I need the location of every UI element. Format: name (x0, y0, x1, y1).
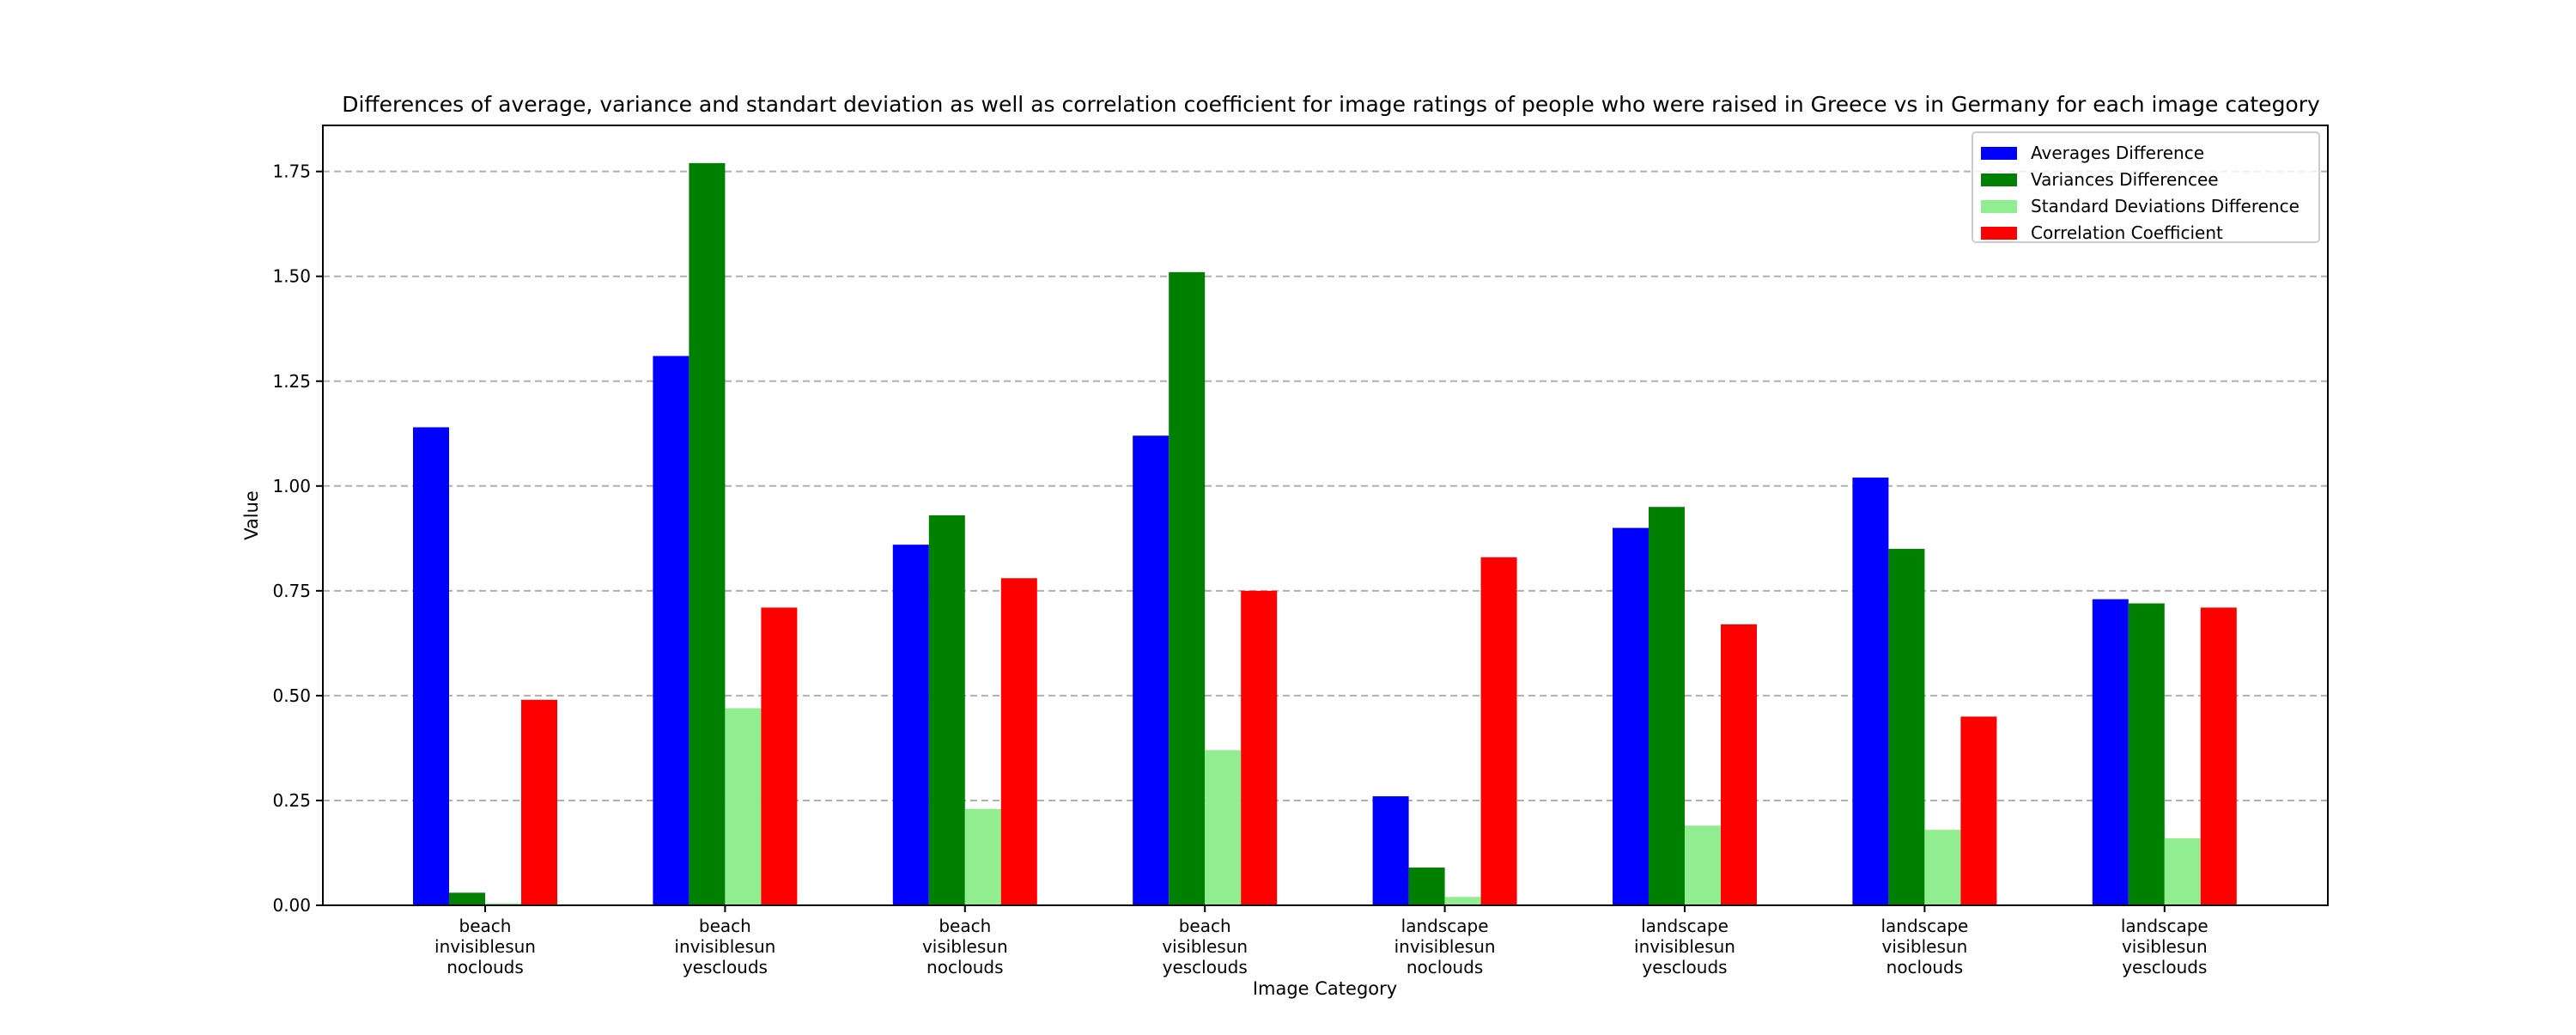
bar (1372, 796, 1409, 905)
y-tick-label: 1.00 (272, 476, 311, 496)
bar (964, 808, 1001, 905)
bar (1649, 507, 1685, 905)
bar (1480, 557, 1517, 905)
x-tick-label: beach invisiblesun yesclouds (674, 916, 775, 977)
bar (1685, 825, 1721, 905)
legend-label: Correlation Coefficient (2031, 222, 2223, 243)
x-tick-label: landscape visiblesun noclouds (1880, 916, 1968, 977)
legend-swatch (1981, 174, 2017, 186)
bar (1408, 868, 1445, 905)
legend-swatch (1981, 147, 2017, 160)
bar (521, 699, 557, 905)
bar (413, 427, 449, 905)
y-tick-label: 0.50 (272, 685, 311, 706)
x-tick-label: beach invisiblesun noclouds (434, 916, 536, 977)
y-tick-label: 1.75 (272, 161, 311, 182)
bar (761, 607, 798, 905)
bar (1444, 897, 1481, 905)
x-tick-label: beach visiblesun yesclouds (1162, 916, 1248, 977)
bar (1241, 590, 1278, 905)
bar (449, 892, 485, 905)
chart-title: Differences of average, variance and sta… (342, 92, 2320, 117)
x-tick-label: landscape invisiblesun noclouds (1394, 916, 1496, 977)
legend-label: Variances Differencee (2031, 169, 2219, 190)
bar (689, 162, 726, 906)
bar (1205, 750, 1242, 905)
bar (1169, 271, 1206, 905)
bar (2092, 599, 2129, 905)
bar (725, 708, 762, 905)
y-tick-label: 1.25 (272, 371, 311, 392)
legend-label: Averages Difference (2031, 143, 2204, 163)
x-axis-label: Image Category (1253, 978, 1397, 999)
bar (928, 514, 965, 905)
x-tick-label: landscape visiblesun yesclouds (2121, 916, 2208, 977)
bar (1133, 435, 1170, 905)
bar (653, 356, 690, 905)
y-axis-label: Value (241, 490, 262, 540)
bar (892, 545, 929, 905)
x-tick-label: landscape invisiblesun yesclouds (1634, 916, 1735, 977)
legend-box (1971, 131, 2320, 243)
bar (485, 903, 521, 905)
legend-label: Standard Deviations Difference (2031, 196, 2300, 216)
y-tick-label: 0.75 (272, 581, 311, 601)
bar (1613, 527, 1649, 905)
bar (1852, 478, 1889, 905)
bar (1000, 578, 1037, 905)
x-tick-label: beach visiblesun noclouds (922, 916, 1008, 977)
bar (1924, 830, 1961, 905)
bar (2164, 837, 2201, 905)
y-tick-label: 0.25 (272, 790, 311, 811)
y-tick-label: 1.50 (272, 266, 311, 287)
y-tick-label: 0.00 (272, 895, 311, 916)
bar (2128, 603, 2165, 905)
bar (2200, 607, 2237, 905)
bar (1888, 549, 1925, 905)
plot-frame (322, 125, 2329, 906)
bar (1721, 624, 1757, 905)
legend-swatch (1981, 227, 2017, 240)
legend-swatch (1981, 200, 2017, 213)
bar (1960, 716, 1997, 905)
